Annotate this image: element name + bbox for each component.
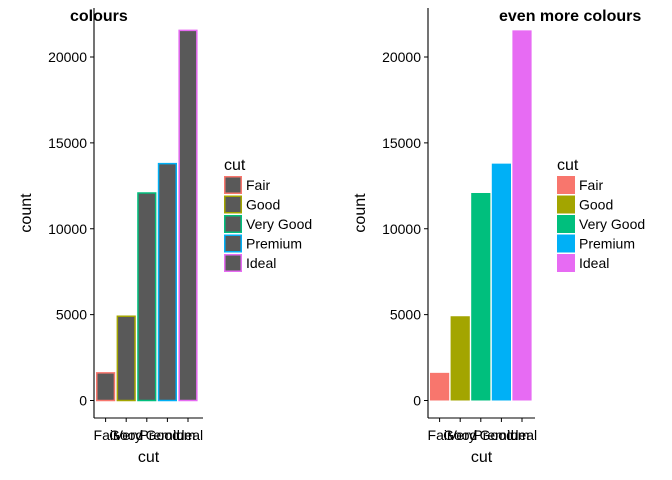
p2-y-tick-label-1: 5000: [390, 307, 421, 323]
p2-x-tick-label-2: Very Good: [448, 427, 514, 443]
p2-bar-fair: [430, 372, 450, 401]
p2-legend-label-3: Premium: [579, 236, 635, 252]
p1-bar-good: [116, 315, 136, 402]
p1-x-tick-label-4: Ideal: [173, 427, 203, 443]
p1-y-tick-label-2: 10000: [48, 221, 87, 237]
p2-legend-key-4: [557, 254, 575, 272]
p1-y-tick-label-0: 0: [79, 393, 87, 409]
p1-legend-label-0: Fair: [246, 177, 270, 193]
p1-legend-label-3: Premium: [246, 236, 302, 252]
p1-legend-label-4: Ideal: [246, 255, 276, 271]
p1-legend-label-1: Good: [246, 197, 280, 213]
p2-legend-label-0: Fair: [579, 177, 603, 193]
p2-x-tick-label-4: Ideal: [507, 427, 537, 443]
p1-bar-very-good: [137, 192, 157, 402]
p2-legend-key-0: [557, 176, 575, 194]
p1-bar-fair: [96, 372, 116, 402]
p2-x-axis-title: cut: [471, 449, 493, 466]
p2-legend-key-1: [557, 195, 575, 214]
p2-legend-key-2: [557, 215, 575, 233]
p1-x-tick-label-3: Premium: [139, 427, 195, 443]
p1-legend-key-1: [224, 195, 242, 214]
p2-x-tick-label-3: Premium: [473, 427, 529, 443]
p1-legend-key-4: [224, 254, 242, 272]
p1-y-tick-label-1: 5000: [56, 307, 87, 323]
p2-y-axis-title: count: [352, 193, 369, 233]
p1-x-tick-label-2: Very Good: [114, 427, 180, 443]
p1-x-tick-label-0: Fair: [94, 427, 118, 443]
p1-legend-title: cut: [224, 157, 246, 174]
p1-title: colours: [70, 8, 128, 25]
p1-legend-key-2: [224, 215, 242, 233]
p1-y-tick-label-3: 15000: [48, 135, 87, 151]
p1-bar-premium: [157, 162, 178, 402]
p2-bar-premium: [491, 163, 511, 401]
p2-legend-label-1: Good: [579, 197, 613, 213]
p2-y-tick-label-2: 10000: [382, 221, 421, 237]
p1-x-axis-title: cut: [138, 449, 160, 466]
p2-y-tick-label-3: 15000: [382, 135, 421, 151]
p2-x-tick-label-1: Good: [443, 427, 477, 443]
p1-x-tick-label-1: Good: [109, 427, 143, 443]
p1-legend-key-0: [224, 176, 242, 194]
p2-legend-label-4: Ideal: [579, 255, 609, 271]
p2-x-tick-label-0: Fair: [428, 427, 452, 443]
p2-legend-key-3: [557, 234, 575, 253]
p1-y-axis-title: count: [18, 193, 35, 233]
p1-legend-key-3: [224, 234, 242, 253]
p2-y-tick-label-0: 0: [413, 393, 421, 409]
p2-bar-ideal: [512, 30, 532, 401]
p1-legend-label-2: Very Good: [246, 216, 312, 232]
p2-y-tick-label-4: 20000: [382, 49, 421, 65]
p2-legend-label-2: Very Good: [579, 216, 645, 232]
p2-bar-good: [450, 316, 470, 401]
p2-legend-title: cut: [557, 157, 579, 174]
p1-y-tick-label-4: 20000: [48, 49, 87, 65]
p2-title: even more colours: [499, 8, 641, 25]
p2-bar-very-good: [471, 192, 491, 401]
p1-bar-ideal: [178, 29, 198, 402]
